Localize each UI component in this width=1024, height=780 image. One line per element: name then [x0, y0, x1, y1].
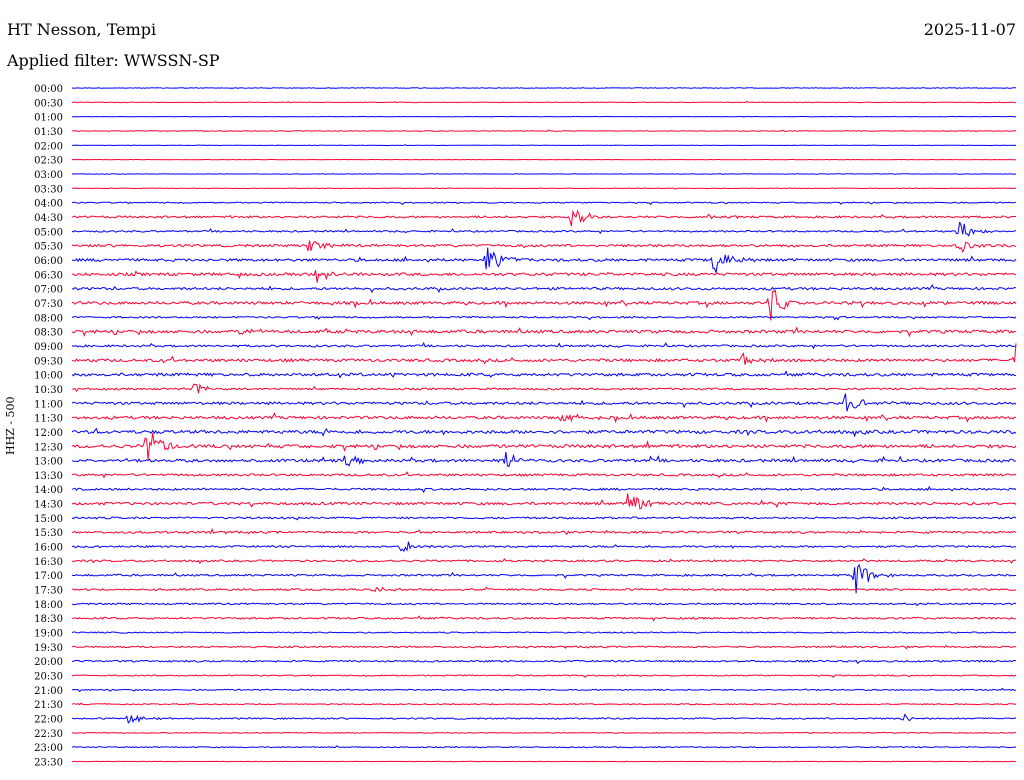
- row-time-label: 01:00: [34, 113, 63, 124]
- record-date: 2025-11-07: [923, 20, 1016, 39]
- trace-line-1030: [71, 383, 1017, 394]
- row-time-label: 13:00: [34, 457, 63, 468]
- row-time-label: 11:00: [34, 399, 63, 410]
- trace-line-2200: [71, 713, 1017, 724]
- trace-line-0600: [71, 247, 1017, 273]
- trace-line-0300: [71, 173, 1017, 175]
- row-time-label: 00:30: [34, 98, 63, 109]
- trace-line-1930: [71, 644, 1017, 650]
- row-time-label: 21:30: [34, 700, 63, 711]
- trace-line-1900: [71, 631, 1017, 634]
- row-time-label: 09:00: [34, 342, 63, 353]
- row-time-label: 09:30: [34, 356, 63, 367]
- trace-line-1630: [71, 558, 1017, 565]
- row-time-label: 19:30: [34, 643, 63, 654]
- trace-line-1800: [71, 602, 1017, 607]
- row-time-label: 04:30: [34, 213, 63, 224]
- trace-line-2300: [71, 745, 1017, 749]
- trace-line-1500: [71, 516, 1017, 521]
- row-time-label: 07:00: [34, 285, 63, 296]
- row-time-label: 10:00: [34, 371, 63, 382]
- filter-label: Applied filter: WWSSN-SP: [7, 51, 220, 70]
- trace-line-0430: [71, 209, 1017, 227]
- row-time-label: 15:00: [34, 514, 63, 525]
- trace-line-1330: [71, 471, 1017, 479]
- trace-line-2330: [71, 760, 1017, 763]
- trace-line-0830: [71, 326, 1017, 338]
- row-time-label: 20:30: [34, 672, 63, 683]
- row-time-label: 07:30: [34, 299, 63, 310]
- trace-line-2000: [71, 659, 1017, 665]
- row-time-label: 15:30: [34, 528, 63, 539]
- row-time-label: 02:00: [34, 141, 63, 152]
- trace-line-1100: [71, 393, 1017, 412]
- trace-line-1400: [71, 485, 1017, 494]
- row-time-label: 12:00: [34, 428, 63, 439]
- row-time-label: 19:00: [34, 629, 63, 640]
- row-time-label: 16:30: [34, 557, 63, 568]
- row-time-label: 06:00: [34, 256, 63, 267]
- row-time-label: 03:30: [34, 184, 63, 195]
- row-time-label: 20:00: [34, 657, 63, 668]
- trace-line-0130: [71, 129, 1017, 132]
- row-time-label: 18:00: [34, 600, 63, 611]
- row-time-label: 13:30: [34, 471, 63, 482]
- row-time-label: 16:00: [34, 543, 63, 554]
- trace-line-0700: [71, 284, 1017, 294]
- row-time-label: 14:30: [34, 500, 63, 511]
- trace-line-2230: [71, 731, 1017, 734]
- row-time-label: 08:00: [34, 313, 63, 324]
- row-time-label: 18:30: [34, 614, 63, 625]
- row-time-label: 12:30: [34, 442, 63, 453]
- trace-line-1830: [71, 615, 1017, 622]
- trace-line-1700: [71, 563, 1017, 594]
- trace-line-1300: [71, 451, 1017, 468]
- row-time-label: 04:00: [34, 199, 63, 210]
- trace-line-0330: [71, 187, 1017, 190]
- row-time-label: 21:00: [34, 686, 63, 697]
- row-time-label: 14:00: [34, 485, 63, 496]
- row-time-label: 17:30: [34, 586, 63, 597]
- trace-line-1230: [71, 432, 1017, 460]
- row-time-label: 08:30: [34, 328, 63, 339]
- trace-line-0200: [71, 144, 1017, 147]
- trace-line-0800: [71, 315, 1017, 321]
- trace-line-0730: [71, 289, 1017, 321]
- row-time-label: 22:30: [34, 729, 63, 740]
- row-time-label: 03:00: [34, 170, 63, 181]
- trace-line-0030: [71, 100, 1016, 104]
- trace-line-0530: [71, 240, 1017, 254]
- row-time-label: 05:00: [34, 227, 63, 238]
- row-time-label: 00:00: [34, 84, 63, 95]
- trace-line-2100: [71, 687, 1017, 693]
- row-time-label: 11:30: [34, 414, 63, 425]
- row-time-label: 01:30: [34, 127, 63, 138]
- trace-line-0900: [71, 341, 1017, 350]
- trace-line-1200: [71, 427, 1017, 438]
- row-time-label: 17:00: [34, 571, 63, 582]
- trace-line-1430: [71, 493, 1017, 510]
- trace-line-1530: [71, 528, 1017, 536]
- trace-line-0630: [71, 270, 1017, 283]
- trace-line-0500: [71, 221, 1017, 237]
- row-time-label: 23:00: [34, 743, 63, 754]
- row-time-label: 23:30: [34, 758, 63, 769]
- row-time-label: 02:30: [34, 156, 63, 167]
- row-time-label: 06:30: [34, 270, 63, 281]
- trace-line-1730: [71, 586, 1017, 593]
- row-time-label: 22:00: [34, 715, 63, 726]
- row-time-label: 05:30: [34, 242, 63, 253]
- trace-line-1000: [71, 370, 1017, 379]
- row-time-label: 10:30: [34, 385, 63, 396]
- trace-line-1600: [71, 541, 1017, 553]
- trace-line-0400: [71, 201, 1017, 206]
- trace-line-2130: [71, 702, 1017, 706]
- trace-line-0930: [71, 343, 1017, 365]
- trace-line-0000: [71, 86, 1017, 89]
- trace-line-1130: [71, 412, 1017, 424]
- station-title: HT Nesson, Tempi: [7, 20, 157, 39]
- trace-line-2030: [71, 674, 1017, 678]
